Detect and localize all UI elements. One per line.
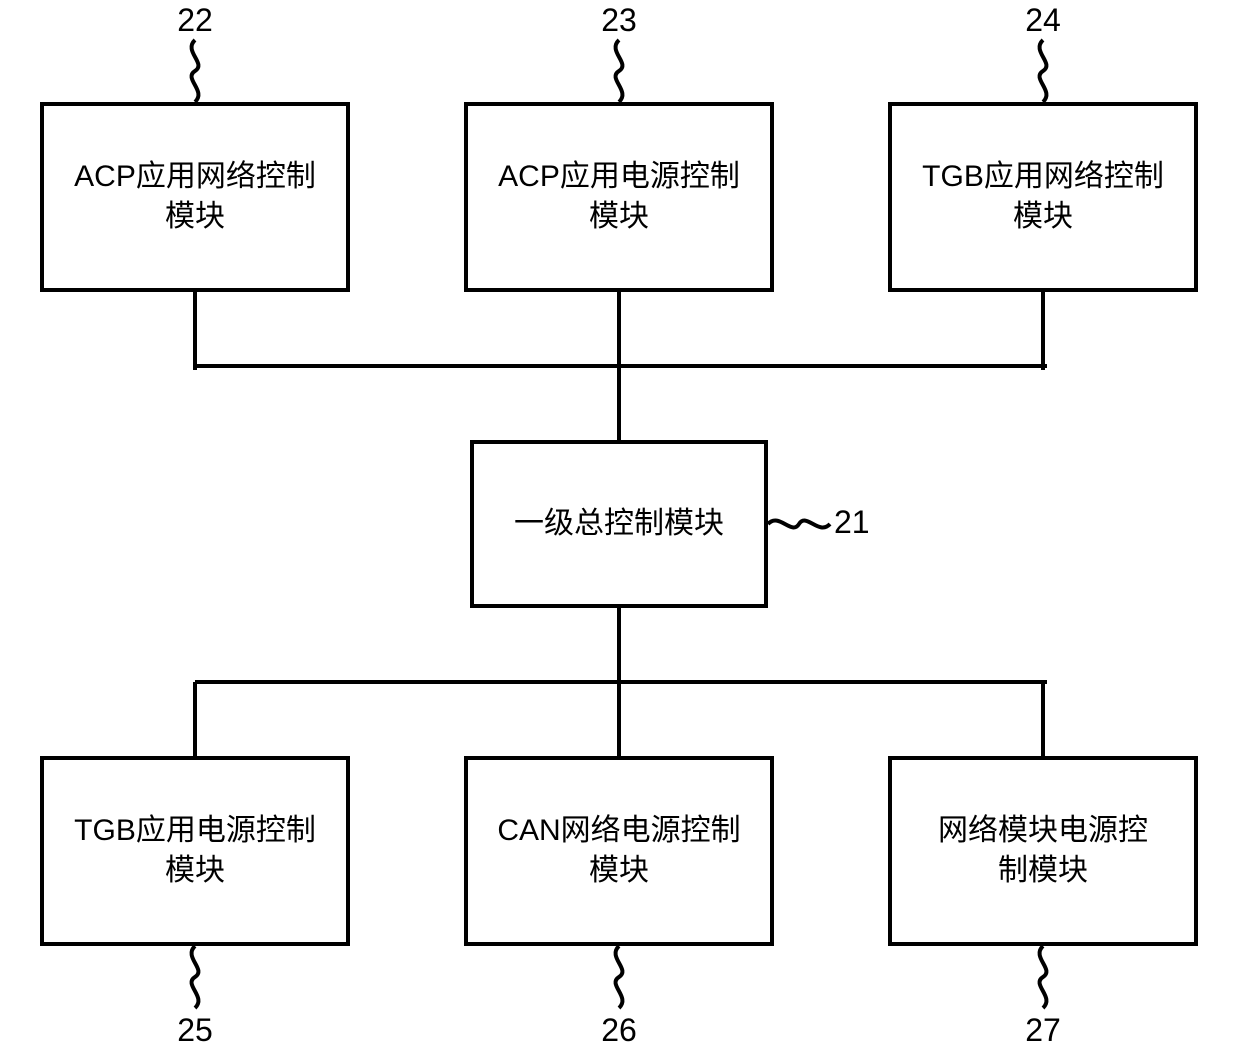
squiggle-22 — [183, 40, 207, 102]
edge — [617, 292, 621, 370]
squiggle-26 — [607, 946, 631, 1008]
edge — [193, 682, 197, 760]
edge — [195, 680, 1047, 684]
node-b27: 网络模块电源控制模块 — [888, 756, 1198, 946]
node-label: CAN网络电源控制模块 — [497, 811, 740, 892]
node-b24: TGB应用网络控制模块 — [888, 102, 1198, 292]
ref-23: 23 — [589, 2, 649, 39]
squiggle-24 — [1031, 40, 1055, 102]
node-b25: TGB应用电源控制模块 — [40, 756, 350, 946]
node-label: TGB应用电源控制模块 — [74, 811, 316, 892]
ref-24: 24 — [1013, 2, 1073, 39]
node-label: ACP应用网络控制模块 — [74, 157, 316, 238]
node-b26: CAN网络电源控制模块 — [464, 756, 774, 946]
node-b21: 一级总控制模块 — [470, 440, 768, 608]
edge — [1041, 682, 1045, 760]
node-label: ACP应用电源控制模块 — [498, 157, 740, 238]
node-label: 一级总控制模块 — [514, 504, 724, 545]
squiggle-27 — [1031, 946, 1055, 1008]
ref-27: 27 — [1013, 1012, 1073, 1049]
squiggle-25 — [183, 946, 207, 1008]
ref-21: 21 — [834, 504, 894, 541]
squiggle-21 — [768, 512, 830, 536]
edge — [1041, 292, 1045, 370]
edge — [617, 682, 621, 760]
ref-25: 25 — [165, 1012, 225, 1049]
edge — [617, 366, 621, 444]
edge — [195, 364, 1047, 368]
node-b23: ACP应用电源控制模块 — [464, 102, 774, 292]
node-label: 网络模块电源控制模块 — [938, 811, 1148, 892]
ref-22: 22 — [165, 2, 225, 39]
node-label: TGB应用网络控制模块 — [922, 157, 1164, 238]
edge — [193, 292, 197, 370]
node-b22: ACP应用网络控制模块 — [40, 102, 350, 292]
ref-26: 26 — [589, 1012, 649, 1049]
squiggle-23 — [607, 40, 631, 102]
edge — [617, 608, 621, 686]
